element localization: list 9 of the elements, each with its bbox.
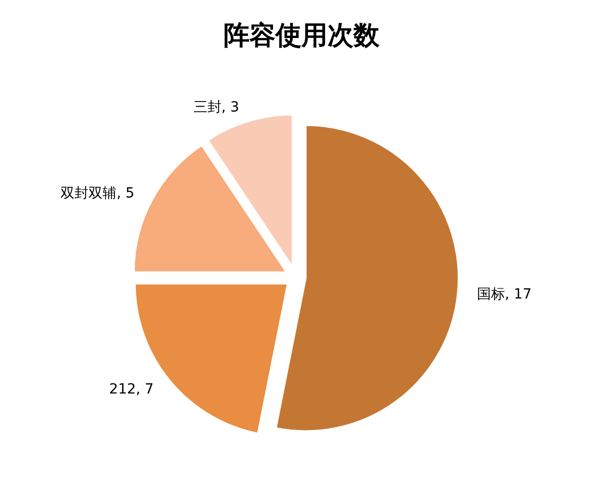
slice-label: 三封 <box>193 100 222 116</box>
slice-label: 国标 <box>476 286 505 302</box>
data-label: , 17 <box>504 286 532 302</box>
data-label: , 7 <box>136 381 154 398</box>
data-label: , 3 <box>221 100 240 116</box>
slice-label: 双封双辅 <box>60 186 117 202</box>
slice-label: 212 <box>109 381 136 398</box>
data-label: , 5 <box>116 186 134 202</box>
chart-title: 阵容使用次数 <box>224 21 380 51</box>
